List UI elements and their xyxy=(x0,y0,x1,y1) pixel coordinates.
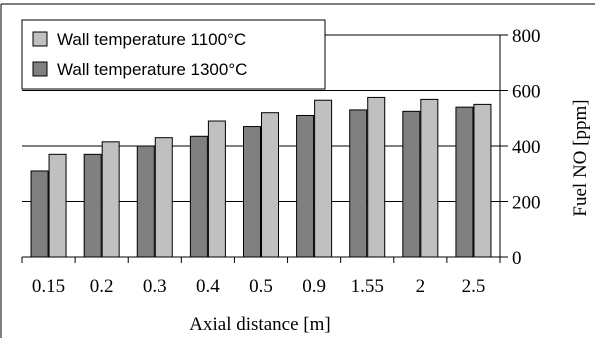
bar-1300 xyxy=(243,126,261,258)
y-axis-label: Fuel NO [ppm] xyxy=(570,99,591,216)
bar-1100 xyxy=(367,96,386,258)
legend-box xyxy=(21,19,326,90)
bar-1100 xyxy=(48,153,67,258)
x-tick-label: 0.3 xyxy=(143,276,167,297)
y-tick-label: 0 xyxy=(512,248,522,269)
legend: Wall temperature 1100°C Wall temperature… xyxy=(21,19,326,90)
y-tick-label: 400 xyxy=(512,137,541,158)
legend-swatch-1100 xyxy=(32,31,48,47)
bar-1100 xyxy=(314,99,333,258)
x-tick-label: 2.5 xyxy=(462,276,486,297)
y-tick-label: 600 xyxy=(512,82,541,103)
bar-1300 xyxy=(296,114,315,258)
legend-label-1100: Wall temperature 1100°C xyxy=(57,30,246,49)
bar-1300 xyxy=(402,110,421,258)
x-axis-label: Axial distance [m] xyxy=(189,314,330,335)
bar-1300 xyxy=(136,145,155,258)
bar-1300 xyxy=(189,135,208,258)
legend-label-1300: Wall temperature 1300°C xyxy=(57,60,247,79)
x-tick-label: 0.4 xyxy=(196,276,220,297)
bar-1100 xyxy=(473,103,492,258)
x-tick-label: 1.55 xyxy=(351,276,384,297)
bar-1300 xyxy=(30,170,49,258)
bar-1100 xyxy=(261,112,279,258)
bar-1100 xyxy=(420,98,439,258)
bar-1300 xyxy=(349,109,368,258)
x-tick-label: 0.9 xyxy=(302,276,326,297)
bar-1100 xyxy=(154,137,173,258)
bar-1300 xyxy=(455,106,474,258)
x-tick-label: 0.2 xyxy=(90,276,114,297)
bar-1100 xyxy=(101,141,120,258)
x-tick-label: 2 xyxy=(416,276,426,297)
x-tick-label: 0.5 xyxy=(249,276,273,297)
x-tick-label: 0.15 xyxy=(32,276,65,297)
legend-swatch-1300 xyxy=(32,61,48,77)
bar-1300 xyxy=(83,153,102,258)
y-tick-label: 800 xyxy=(512,26,541,47)
bar-1100 xyxy=(207,120,226,258)
y-tick-label: 200 xyxy=(512,193,541,214)
